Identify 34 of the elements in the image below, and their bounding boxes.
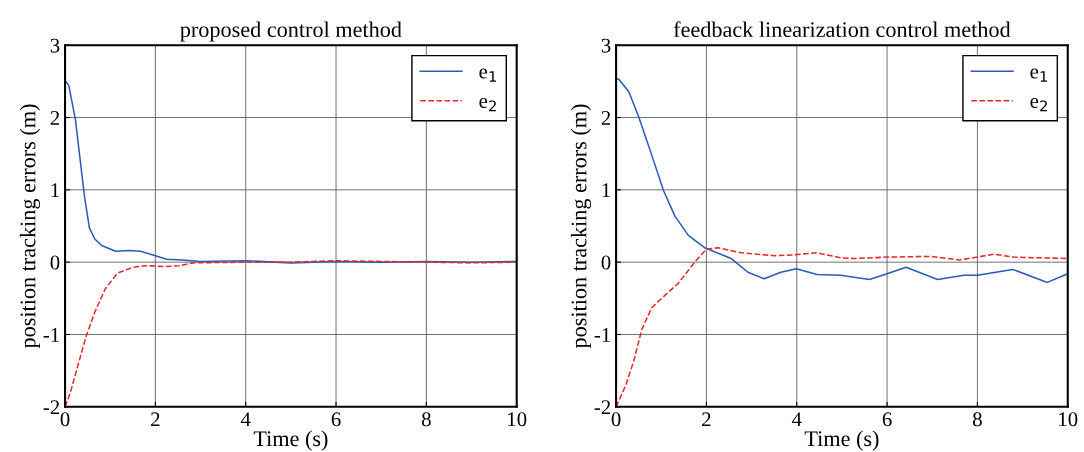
y-tick-label: 3 xyxy=(50,38,60,53)
y-tick-label: 2 xyxy=(601,110,611,125)
y-tick-label: 0 xyxy=(50,255,60,270)
x-tick-label: 10 xyxy=(508,412,527,427)
y-tick-label: 1 xyxy=(51,183,59,198)
x-tick-label: 10 xyxy=(1059,412,1078,427)
y-tick-label: -1 xyxy=(43,327,59,342)
chart-title: proposed control method xyxy=(180,21,402,42)
y-tick-label: 1 xyxy=(602,183,610,198)
x-tick-label: 2 xyxy=(151,412,160,427)
x-axis-title: Time (s) xyxy=(804,430,879,451)
legend-label: e$_{2}$ xyxy=(479,97,496,112)
x-tick-label: 0 xyxy=(611,412,621,427)
chart-title: feedback linearization control method xyxy=(673,21,1011,38)
y-tick-label: 3 xyxy=(601,38,611,53)
legend-label: e$_{2}$ xyxy=(1030,97,1047,112)
x-axis-title: Time (s) xyxy=(253,430,328,451)
x-tick-label: 6 xyxy=(331,412,341,427)
x-tick-label: 4 xyxy=(791,412,802,427)
x-tick-label: 6 xyxy=(882,412,892,427)
x-tick-label: 4 xyxy=(240,412,251,427)
x-tick-label: 0 xyxy=(60,412,70,427)
y-axis-title: position tracking errors (m) xyxy=(19,104,41,349)
y-tick-label: 2 xyxy=(50,110,60,125)
y-axis-title: position tracking errors (m) xyxy=(570,104,592,349)
x-tick-label: 8 xyxy=(421,412,431,427)
y-tick-label: -2 xyxy=(43,400,60,415)
y-tick-label: 0 xyxy=(601,255,611,270)
y-tick-label: -2 xyxy=(594,400,611,415)
x-tick-label: 2 xyxy=(702,412,711,427)
x-tick-label: 8 xyxy=(972,412,982,427)
legend-label: e$_{1}$ xyxy=(1030,68,1047,82)
y-tick-label: -1 xyxy=(594,327,610,342)
legend-label: e$_{1}$ xyxy=(479,68,496,82)
